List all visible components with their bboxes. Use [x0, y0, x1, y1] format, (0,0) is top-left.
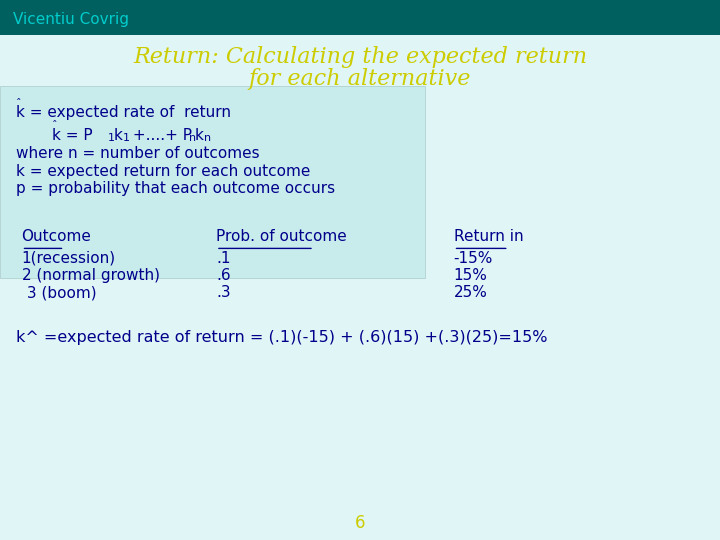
Text: Outcome: Outcome: [22, 229, 91, 244]
Text: 1: 1: [122, 133, 130, 143]
Text: Vicentiu Covrig: Vicentiu Covrig: [13, 12, 129, 28]
Text: Prob. of outcome: Prob. of outcome: [216, 229, 347, 244]
Text: 3 (boom): 3 (boom): [22, 285, 96, 300]
FancyBboxPatch shape: [0, 86, 425, 278]
Text: k^ =expected rate of return = (.1)(-15) + (.6)(15) +(.3)(25)=15%: k^ =expected rate of return = (.1)(-15) …: [16, 330, 547, 345]
FancyBboxPatch shape: [0, 0, 720, 35]
Text: .1: .1: [216, 251, 230, 266]
Text: k = expected rate of  return: k = expected rate of return: [16, 105, 231, 120]
Text: Return: Calculating the expected return: Return: Calculating the expected return: [133, 46, 587, 68]
Text: k: k: [114, 127, 122, 143]
Text: Return in: Return in: [454, 229, 523, 244]
Text: 2 (normal growth): 2 (normal growth): [22, 268, 160, 283]
Text: -15%: -15%: [454, 251, 493, 266]
Text: 1(recession): 1(recession): [22, 251, 116, 266]
Text: ˆ: ˆ: [52, 122, 58, 131]
Text: ˆ: ˆ: [16, 99, 22, 109]
Text: where n = number of outcomes: where n = number of outcomes: [16, 146, 259, 161]
Text: +....+ P: +....+ P: [128, 127, 192, 143]
Text: p = probability that each outcome occurs: p = probability that each outcome occurs: [16, 181, 335, 197]
Text: 25%: 25%: [454, 285, 487, 300]
Text: for each alternative: for each alternative: [249, 69, 471, 90]
Text: k: k: [195, 127, 204, 143]
Text: k = expected return for each outcome: k = expected return for each outcome: [16, 164, 310, 179]
Text: .3: .3: [216, 285, 230, 300]
Text: n: n: [189, 133, 197, 143]
Text: .6: .6: [216, 268, 230, 283]
Text: n: n: [204, 133, 211, 143]
Text: k = P: k = P: [52, 127, 92, 143]
Text: 1: 1: [108, 133, 115, 143]
Text: 15%: 15%: [454, 268, 487, 283]
Text: 6: 6: [355, 514, 365, 532]
